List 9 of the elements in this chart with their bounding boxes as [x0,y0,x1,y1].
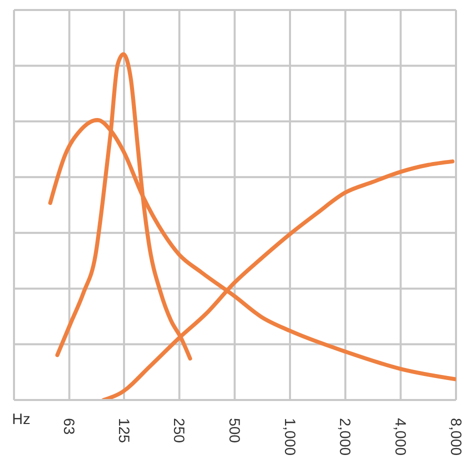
x-tick-label: 500 [225,418,242,444]
x-axis-title: Hz [12,411,30,428]
x-tick-label: 4,000 [391,418,408,456]
x-tick-label: 1,000 [280,418,298,456]
x-tick-label: 2,000 [336,418,354,456]
x-tick-label: 125 [114,418,132,444]
x-tick-label: 63 [60,418,78,435]
x-tick-label: 250 [170,418,188,444]
x-tick-label: 8,000 [446,418,462,456]
